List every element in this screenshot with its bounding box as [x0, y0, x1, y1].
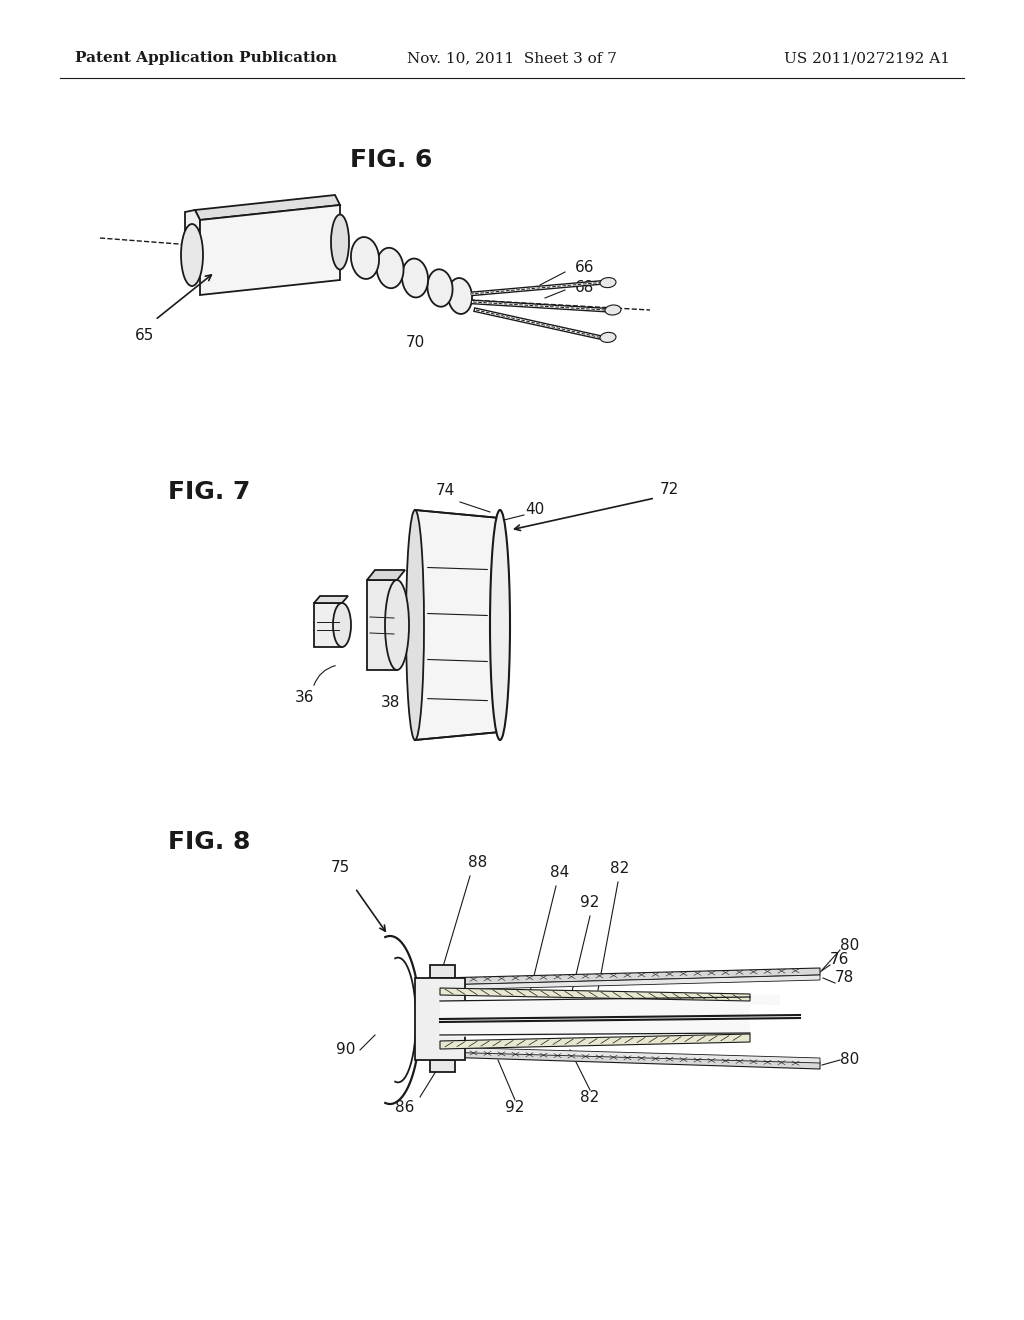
Text: 36: 36 [295, 690, 314, 705]
Text: Nov. 10, 2011  Sheet 3 of 7: Nov. 10, 2011 Sheet 3 of 7 [408, 51, 616, 65]
Polygon shape [440, 1049, 820, 1069]
Text: 70: 70 [406, 335, 425, 350]
Text: 68: 68 [575, 281, 594, 296]
Polygon shape [430, 1060, 455, 1072]
Text: 86: 86 [395, 1100, 415, 1115]
Polygon shape [367, 570, 406, 579]
Text: 80: 80 [840, 1052, 859, 1068]
Text: 80: 80 [840, 937, 859, 953]
Text: US 2011/0272192 A1: US 2011/0272192 A1 [784, 51, 950, 65]
Text: 74: 74 [435, 483, 455, 498]
Text: 82: 82 [610, 861, 630, 876]
Polygon shape [185, 210, 200, 271]
Text: FIG. 6: FIG. 6 [350, 148, 432, 172]
Text: 82: 82 [581, 1090, 600, 1105]
Polygon shape [440, 987, 750, 1001]
Polygon shape [195, 195, 340, 220]
Polygon shape [314, 597, 348, 603]
Ellipse shape [447, 279, 472, 314]
Polygon shape [415, 978, 465, 1060]
Ellipse shape [490, 510, 510, 741]
Text: FIG. 7: FIG. 7 [168, 480, 251, 504]
Text: 90: 90 [336, 1043, 355, 1057]
Ellipse shape [333, 603, 351, 647]
Polygon shape [440, 1047, 820, 1063]
Ellipse shape [406, 510, 424, 741]
Text: 78: 78 [835, 970, 854, 986]
Ellipse shape [385, 579, 409, 671]
Text: 40: 40 [525, 503, 544, 517]
Text: 76: 76 [830, 953, 849, 968]
Polygon shape [440, 987, 780, 1005]
Ellipse shape [351, 238, 379, 279]
Polygon shape [440, 968, 820, 985]
Polygon shape [367, 579, 397, 671]
Ellipse shape [600, 333, 616, 342]
Ellipse shape [605, 305, 621, 315]
Text: 75: 75 [331, 861, 349, 875]
Ellipse shape [600, 277, 616, 288]
Ellipse shape [331, 214, 349, 269]
Text: 38: 38 [380, 696, 399, 710]
Text: 84: 84 [550, 865, 569, 880]
Ellipse shape [181, 224, 203, 286]
Text: 66: 66 [575, 260, 595, 276]
Text: FIG. 8: FIG. 8 [168, 830, 251, 854]
Polygon shape [415, 510, 500, 741]
Text: 92: 92 [581, 895, 600, 909]
Text: 88: 88 [468, 855, 487, 870]
Polygon shape [200, 205, 340, 294]
Polygon shape [440, 975, 820, 990]
Text: 72: 72 [660, 483, 679, 498]
Ellipse shape [427, 269, 453, 306]
Text: 65: 65 [135, 327, 155, 343]
Polygon shape [314, 603, 342, 647]
Polygon shape [430, 965, 455, 978]
Ellipse shape [377, 248, 403, 288]
Ellipse shape [402, 259, 428, 297]
Polygon shape [440, 1034, 750, 1049]
Text: 92: 92 [505, 1100, 524, 1115]
Polygon shape [440, 997, 750, 1038]
Text: Patent Application Publication: Patent Application Publication [75, 51, 337, 65]
